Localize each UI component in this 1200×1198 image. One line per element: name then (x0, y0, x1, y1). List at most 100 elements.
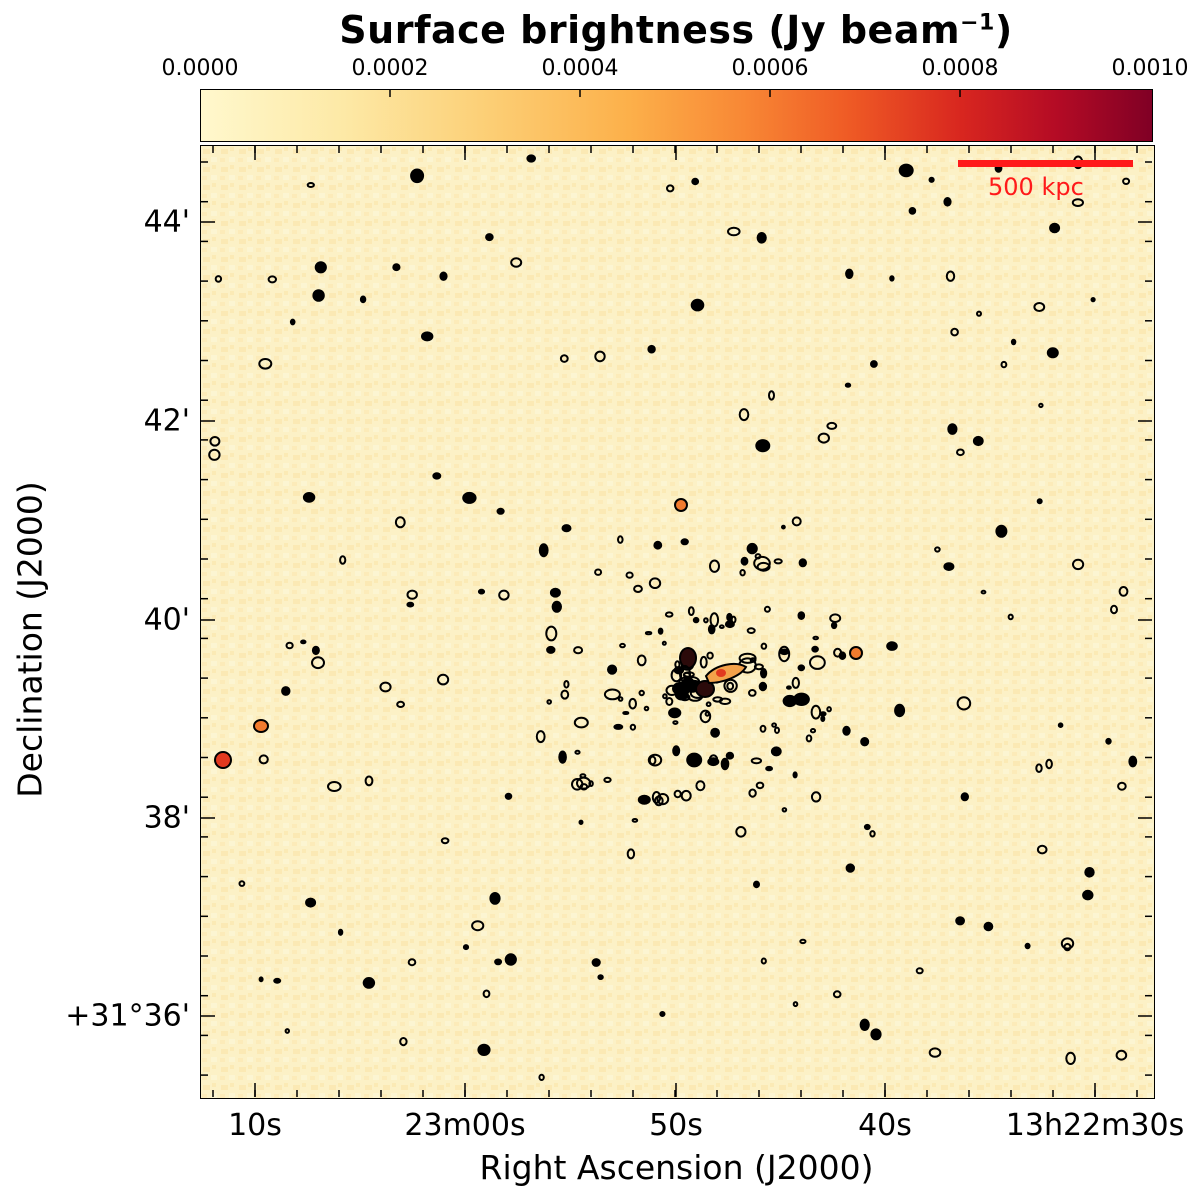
contour-blob (535, 730, 546, 744)
y-tick-label: +31°36' (65, 998, 190, 1034)
contour-blob (738, 408, 750, 422)
contour-blob (960, 792, 969, 802)
contour-blob (638, 689, 645, 697)
contour-blob (666, 184, 675, 193)
bright-source (849, 646, 863, 660)
contour-blob (545, 625, 558, 642)
contour-blob (799, 938, 807, 945)
contour-blob (687, 606, 695, 617)
contour-blob (208, 448, 221, 461)
colorbar-tick-label: 0.0006 (731, 56, 809, 81)
contour-blob (607, 664, 618, 675)
contour-blob (406, 601, 415, 608)
x-tick-label: 40s (858, 1108, 912, 1143)
contour-blob (673, 789, 682, 799)
contour-blob (1035, 763, 1043, 774)
contour-blob (945, 270, 956, 282)
contour-blob (561, 524, 572, 533)
contour-blob (819, 711, 827, 717)
contour-blob (781, 524, 786, 530)
contour-blob (691, 177, 700, 186)
contour-blob (485, 233, 494, 242)
contour-blob (379, 681, 392, 693)
contour-blob (258, 754, 269, 765)
contour-blob (538, 543, 549, 558)
contour-blob (672, 745, 681, 757)
contour-blob (546, 699, 553, 705)
contour-blob (755, 439, 771, 453)
contour-blob (723, 678, 738, 693)
contour-blob (285, 641, 294, 650)
contour-blob (636, 654, 647, 667)
contour-blob (626, 848, 636, 860)
contour-blob (496, 507, 505, 515)
contour-blob (1038, 402, 1044, 409)
contour-blob (746, 542, 758, 555)
contour-blob (753, 663, 764, 671)
contour-blob (863, 823, 871, 831)
x-tick-label: 50s (649, 1108, 703, 1143)
contour-blob (394, 516, 406, 529)
contour-blob (830, 621, 838, 630)
contour-blob (613, 723, 624, 730)
contour-blob (792, 771, 798, 779)
contour-blob (573, 646, 584, 655)
contour-blob (659, 1011, 666, 1017)
contour-blob (284, 1028, 291, 1034)
contour-blob (674, 689, 689, 701)
contour-blob (1105, 737, 1112, 745)
scale-bar-label: 500 kpc (988, 173, 1084, 201)
contour-blob (748, 689, 757, 697)
contour-blob (943, 562, 955, 572)
contour-blob (647, 344, 656, 354)
contour-blob (1118, 586, 1129, 597)
contour-blob (735, 826, 747, 838)
contour-blob (559, 354, 569, 363)
contour-blob (746, 627, 756, 635)
contour-blob (653, 540, 663, 550)
contour-blob (690, 298, 705, 312)
contour-blob (337, 928, 344, 936)
contour-blob (947, 423, 958, 435)
contour-blob (692, 616, 700, 624)
contour-blob (908, 207, 917, 215)
contour-blob (1007, 613, 1014, 621)
contour-blob (748, 788, 757, 798)
contour-blob (817, 432, 830, 444)
contour-blob (995, 524, 1008, 538)
contour-blob (1072, 558, 1085, 571)
contour-blob (267, 275, 278, 284)
contour-blob (289, 318, 296, 326)
contour-blob (1036, 498, 1043, 505)
contour-blob (462, 944, 470, 951)
contour-blob (281, 686, 291, 696)
contour-blob (750, 757, 763, 765)
contour-blob (726, 612, 733, 622)
contour-blob (820, 715, 826, 723)
contour-blob (870, 360, 878, 368)
contour-blob (704, 711, 710, 717)
contour-blob (738, 652, 757, 664)
contour-blob (760, 957, 767, 965)
contour-blob (763, 605, 771, 613)
contour-blob (1063, 942, 1072, 952)
contour-blob (392, 263, 401, 272)
contour-blob (1065, 1051, 1076, 1066)
core-tail-emission (704, 663, 748, 685)
y-axis-label: Declination (J2000) (10, 481, 50, 798)
contour-blob (805, 734, 813, 743)
core-source-north (679, 647, 697, 669)
contour-blob (462, 491, 477, 504)
contour-blob (305, 897, 317, 908)
contour-blob (1057, 722, 1064, 729)
contour-blob (889, 275, 895, 282)
scale-bar (958, 160, 1133, 167)
bright-source (253, 719, 269, 733)
contour-blob (1033, 302, 1046, 312)
contour-blob (844, 382, 852, 388)
contour-blob (943, 197, 952, 207)
contour-blob (637, 794, 651, 805)
contour-blob (510, 257, 523, 268)
contour-blob (703, 617, 709, 624)
contour-blob (657, 627, 664, 635)
